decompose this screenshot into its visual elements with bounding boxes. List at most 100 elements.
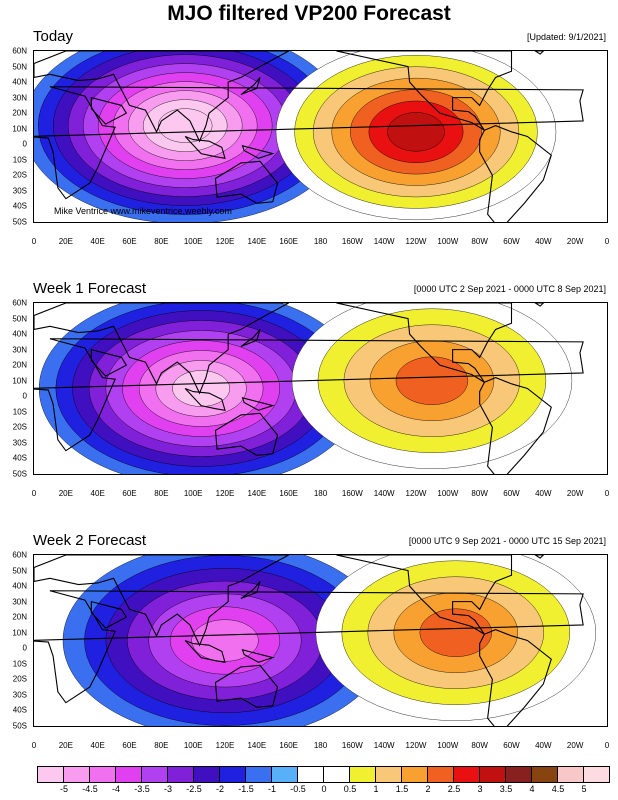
lon-tick-label: 0 [604, 489, 610, 498]
lon-tick-label: 100E [183, 237, 203, 246]
continent-outline [34, 303, 289, 395]
lon-tick-label: 40E [90, 237, 105, 246]
lon-tick-label: 140E [247, 237, 267, 246]
lon-tick-label: 100W [437, 489, 459, 498]
map-today: Mike Ventrice www.mikeventrice.weebly.co… [33, 50, 608, 223]
lon-tick-label: 60E [122, 237, 137, 246]
colorbar-label: 4.5 [551, 784, 565, 794]
map-week1 [33, 302, 608, 475]
lon-tick-label: 160E [279, 237, 298, 246]
lon-tick-label: 80W [471, 741, 488, 750]
colorbar-swatch [583, 766, 610, 783]
colorbar-swatch [297, 766, 324, 783]
lat-tick-label: 10N [12, 124, 27, 134]
lat-tick-label: 50N [12, 62, 27, 72]
colorbar-swatch [401, 766, 428, 783]
contour-fill [158, 108, 213, 143]
lon-tick-label: 80E [154, 489, 169, 498]
colorbar-label: -0.5 [290, 784, 306, 794]
lat-tick-label: 60N [12, 550, 27, 560]
lat-tick-label: 30N [12, 93, 27, 103]
lon-tick-label: 40E [90, 489, 105, 498]
colorbar-label: 0 [321, 784, 327, 794]
lat-tick-label: 50N [12, 566, 27, 576]
panel-week2: Week 2 Forecast [0000 UTC 9 Sep 2021 - 0… [0, 532, 618, 764]
colorbar-label: -3 [163, 784, 173, 794]
colorbar-swatch [115, 766, 142, 783]
lat-tick-label: 20S [12, 674, 27, 684]
colorbar-label: 5 [581, 784, 587, 794]
lon-tick-label: 160W [341, 489, 363, 498]
contour-fill [419, 608, 492, 657]
continent-outline [90, 600, 128, 629]
lat-tick-label: 20N [12, 612, 27, 622]
lat-tick-label: 20S [12, 170, 27, 180]
continent-outline [240, 581, 261, 600]
colorbar-label: 3 [477, 784, 483, 794]
lat-tick-label: 40N [12, 329, 27, 339]
colorbar-label: 3.5 [499, 784, 513, 794]
colorbar-swatch [505, 766, 532, 783]
lon-tick-label: 180 [313, 741, 328, 750]
lon-tick-label: 140E [247, 489, 267, 498]
lon-tick-label: 180 [313, 489, 328, 498]
colorbar-swatch [63, 766, 90, 783]
colorbar-label: 2 [425, 784, 431, 794]
colorbar-label: -4.5 [82, 784, 98, 794]
lon-tick-label: 20E [58, 489, 73, 498]
continent-outline [241, 145, 275, 159]
colorbar-swatch [453, 766, 480, 783]
map-week2 [33, 554, 608, 727]
continent-outline [184, 135, 226, 159]
contour-fill [395, 356, 469, 405]
colorbar-swatch [141, 766, 168, 783]
lon-tick-label: 140W [373, 237, 395, 246]
lon-tick-label: 0 [31, 489, 37, 498]
lat-tick-label: 50S [12, 217, 27, 227]
lon-tick-label: 120W [405, 237, 427, 246]
lon-tick-label: 40E [90, 741, 105, 750]
colorbar-swatch [271, 766, 298, 783]
colorbar-label: 1 [373, 784, 379, 794]
continent-outline [90, 96, 128, 125]
lat-tick-label: 60N [12, 298, 27, 308]
lon-tick-label: 160E [279, 489, 298, 498]
lon-tick-label: 0 [604, 237, 610, 246]
continent-outline [534, 303, 545, 307]
panel-title: Today [33, 28, 74, 45]
lon-tick-label: 120E [215, 489, 235, 498]
lat-tick-label: 20N [12, 360, 27, 370]
lon-tick-label: 20W [566, 489, 584, 498]
lon-tick-label: 20E [58, 237, 73, 246]
lon-tick-label: 0 [31, 237, 37, 246]
lon-tick-label: 100E [183, 741, 203, 750]
continent-outline [214, 664, 279, 708]
lon-tick-label: 120W [405, 489, 427, 498]
lat-tick-label: 50S [12, 469, 27, 479]
map-svg [34, 51, 584, 222]
contour-fill [387, 112, 445, 152]
continent-outline [240, 329, 261, 348]
colorbar-swatch [375, 766, 402, 783]
credit-text: Mike Ventrice www.mikeventrice.weebly.co… [54, 206, 232, 216]
panel-timestamp: [0000 UTC 9 Sep 2021 - 0000 UTC 15 Sep 2… [408, 536, 606, 546]
lat-tick-label: 50N [12, 314, 27, 324]
lat-tick-label: 40N [12, 77, 27, 87]
panel-timestamp: [0000 UTC 2 Sep 2021 - 0000 UTC 8 Sep 20… [413, 284, 606, 294]
colorbar-swatch [349, 766, 376, 783]
lon-tick-label: 80W [471, 237, 488, 246]
panel-timestamp: [Updated: 9/1/2021] [526, 32, 606, 42]
lat-tick-label: 10S [12, 155, 27, 165]
continent-outline [534, 555, 545, 559]
colorbar-label: -2 [215, 784, 225, 794]
continent-outline [479, 125, 552, 222]
continent-outline [336, 303, 513, 383]
continent-outline [214, 412, 279, 456]
panel-title: Week 1 Forecast [33, 280, 147, 297]
colorbar-swatch [479, 766, 506, 783]
lon-tick-label: 80E [154, 741, 169, 750]
lon-tick-label: 120E [215, 237, 235, 246]
colorbar-label: -1.5 [238, 784, 254, 794]
colorbar-label: 2.5 [447, 784, 461, 794]
colorbar-label: 0.5 [343, 784, 357, 794]
